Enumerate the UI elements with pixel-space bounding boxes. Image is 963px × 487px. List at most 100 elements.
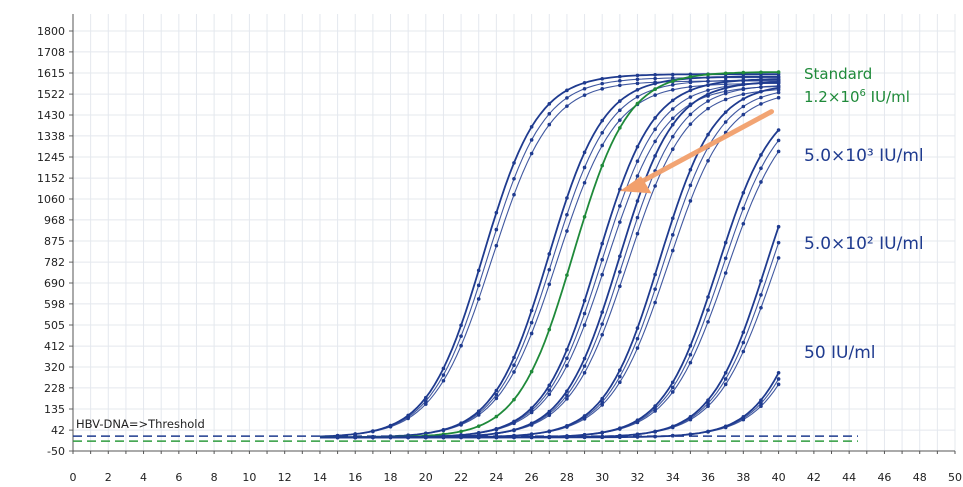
y-tick-label: 1245 bbox=[37, 151, 65, 164]
curve-point bbox=[582, 417, 587, 421]
curve-point bbox=[741, 191, 746, 195]
curve-point bbox=[759, 404, 763, 409]
y-tick-label: 875 bbox=[44, 235, 65, 248]
curve-point bbox=[565, 196, 569, 200]
curve-point bbox=[494, 392, 499, 397]
curve-point bbox=[459, 429, 463, 434]
curve-point bbox=[424, 435, 428, 440]
curve-point bbox=[776, 240, 781, 245]
curve-point bbox=[494, 227, 499, 232]
curve-point bbox=[582, 435, 587, 440]
curve-point bbox=[547, 267, 552, 272]
curve-point bbox=[741, 417, 746, 422]
x-tick-label: 46 bbox=[877, 471, 891, 484]
x-tick-label: 34 bbox=[666, 471, 680, 484]
axes bbox=[69, 14, 956, 454]
curve-point bbox=[688, 343, 693, 348]
curve-point bbox=[635, 420, 640, 425]
curve-point bbox=[670, 79, 675, 83]
standard-conc-unit: IU/ml bbox=[865, 88, 910, 106]
curve-point bbox=[723, 80, 728, 84]
curve-point bbox=[635, 199, 640, 203]
curve-point bbox=[653, 116, 657, 120]
curve-point bbox=[600, 322, 604, 326]
curve-point bbox=[670, 216, 675, 221]
curve-point bbox=[459, 423, 463, 427]
curve-point bbox=[600, 257, 604, 262]
curve-point bbox=[741, 104, 746, 109]
curve-point bbox=[529, 151, 534, 156]
curve-point bbox=[547, 429, 552, 434]
curve-point bbox=[635, 346, 640, 350]
curve-point bbox=[547, 122, 552, 127]
curve-point bbox=[618, 83, 622, 88]
curve-point bbox=[776, 382, 781, 387]
curve-point bbox=[565, 425, 569, 429]
curve-point bbox=[776, 70, 781, 74]
curve-point bbox=[582, 86, 587, 91]
curve-point bbox=[600, 396, 604, 401]
curve-point bbox=[653, 272, 657, 277]
curve-point bbox=[776, 256, 781, 260]
curve-point bbox=[653, 76, 657, 81]
curve-point bbox=[512, 428, 516, 433]
curve-point bbox=[706, 132, 710, 137]
curve-point bbox=[653, 73, 657, 77]
curve-point bbox=[494, 414, 499, 419]
x-tick-label: 14 bbox=[313, 471, 327, 484]
annotation-standard-title: Standard bbox=[804, 65, 873, 83]
x-tick-label: 6 bbox=[175, 471, 182, 484]
x-tick-label: 22 bbox=[454, 471, 468, 484]
curve-point bbox=[618, 368, 622, 372]
curve-point bbox=[529, 308, 534, 313]
curve-point bbox=[706, 401, 710, 406]
curve-point bbox=[547, 392, 552, 397]
standard-conc-base: 1.2×10 bbox=[804, 88, 860, 106]
curve-point bbox=[353, 432, 358, 436]
y-tick-label: 320 bbox=[44, 361, 65, 374]
curve-point bbox=[635, 101, 640, 106]
y-tick-label: 1152 bbox=[37, 172, 65, 185]
curve-point bbox=[582, 298, 587, 303]
curve-point bbox=[512, 397, 516, 402]
curve-point bbox=[618, 380, 622, 384]
y-tick-label: 1800 bbox=[37, 25, 65, 38]
curve-point bbox=[670, 116, 675, 121]
curve-point bbox=[653, 127, 657, 132]
curve-point bbox=[759, 102, 763, 106]
curve-point bbox=[776, 377, 781, 381]
curve-point bbox=[494, 427, 499, 432]
curve-point bbox=[776, 77, 781, 81]
curve-point bbox=[618, 204, 622, 208]
curve-point bbox=[441, 378, 446, 383]
y-tick-label: 505 bbox=[44, 319, 65, 332]
curve-point bbox=[618, 126, 622, 130]
curve-point bbox=[371, 429, 375, 434]
curve-point bbox=[476, 268, 481, 273]
x-tick-label: 0 bbox=[70, 471, 77, 484]
curve-point bbox=[441, 366, 446, 371]
curve-point bbox=[670, 87, 675, 92]
curve-point bbox=[741, 74, 746, 79]
curve-point bbox=[547, 102, 552, 106]
curve-point bbox=[618, 374, 622, 379]
curve-point bbox=[406, 416, 410, 421]
curve-point bbox=[494, 435, 499, 440]
curve-point bbox=[688, 122, 693, 126]
curve-point bbox=[653, 430, 657, 434]
curve-point bbox=[618, 108, 622, 113]
arrow-line bbox=[627, 109, 775, 191]
curve-point bbox=[670, 134, 675, 139]
curve-point bbox=[600, 272, 604, 277]
curve-point bbox=[706, 430, 710, 434]
curve-point bbox=[635, 87, 640, 92]
curve-point bbox=[582, 364, 587, 368]
curve-point bbox=[512, 177, 516, 181]
curve-point bbox=[618, 220, 622, 224]
curve-point bbox=[741, 87, 746, 92]
x-tick-label: 48 bbox=[913, 471, 927, 484]
curve-point bbox=[706, 404, 710, 409]
curve-point bbox=[759, 74, 763, 79]
curve-point bbox=[565, 104, 569, 108]
curve-point bbox=[618, 270, 622, 274]
